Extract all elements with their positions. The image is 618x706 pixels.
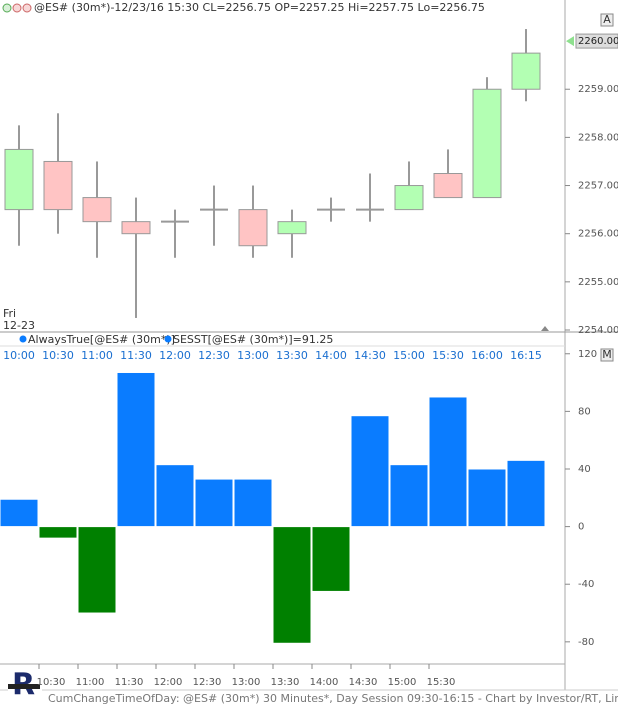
candle-body [43,160,73,211]
y-tick-label: 2255.00 [578,277,618,288]
y-tick-label: 40 [578,464,591,475]
category-label: 14:00 [315,349,347,362]
y-tick-label: 120 [578,349,597,360]
x-tick-label: 11:30 [115,677,144,688]
x-tick-label: 14:00 [310,677,339,688]
y-tick-label: 2256.00 [578,229,618,240]
category-label: 13:00 [237,349,269,362]
x-tick-label: 12:30 [193,677,222,688]
scale-button[interactable] [600,13,614,27]
icon [22,3,32,13]
x-tick-label: 13:00 [232,677,261,688]
y-tick-label: 2254.00 [578,325,618,336]
price-marker-arrow [566,36,574,47]
bar [506,459,546,528]
bar [155,464,195,528]
x-tick-label: 13:30 [271,677,300,688]
scale-button-label[interactable]: M [602,348,612,361]
x-tick-label: 14:30 [349,677,378,688]
chart-title: @ES# (30m*)-12/23/16 15:30 CL=2256.75 OP… [34,1,485,14]
category-label: 12:00 [159,349,191,362]
icon [2,3,12,13]
series-label: SESST[@ES# (30m*)]=91.25 [173,333,333,346]
y-tick-label: -40 [578,579,594,590]
category-label: 16:00 [471,349,503,362]
bar [116,371,156,528]
x-tick-label: 11:00 [76,677,105,688]
candle-body [472,88,502,199]
candle-body [82,197,112,223]
category-label: 15:00 [393,349,425,362]
price-marker-label: 2260.00 [578,36,618,47]
bar [77,526,117,614]
bar [428,396,468,528]
x-tick-label: 15:00 [388,677,417,688]
date-label: Fri [3,307,16,320]
x-tick-label: 10:30 [37,677,66,688]
bar [467,468,507,528]
series-label: AlwaysTrue[@ES# (30m*)] [28,333,175,346]
footer: CumChangeTimeOfDay: @ES# (30m*) 30 Minut… [48,692,618,705]
scale-button-label[interactable]: A [603,13,611,26]
legend-dot [164,335,172,343]
scale-button[interactable] [600,348,614,362]
date-label: 12-23 [3,319,35,332]
marker [541,326,549,331]
category-label: 14:30 [354,349,386,362]
candle-body [121,221,151,235]
category-label: 12:30 [198,349,230,362]
bar [272,526,312,644]
bar [311,526,351,592]
category-label: 16:15 [510,349,542,362]
x-tick-label: 15:30 [427,677,456,688]
candle-body [433,173,463,199]
y-tick-label: 2259.00 [578,84,618,95]
y-tick-label: 80 [578,406,591,417]
y-tick-label: 2258.00 [578,132,618,143]
candle-body [394,185,424,211]
candle-body [277,221,307,235]
bar [194,478,234,528]
bar [389,464,429,528]
price-marker-box [575,33,618,49]
category-label: 11:30 [120,349,152,362]
bar [350,415,390,528]
icon [12,3,22,13]
y-tick-label: 0 [578,522,584,533]
y-tick-label: 2257.00 [578,181,618,192]
candle-body [4,148,34,211]
category-label: 10:30 [42,349,74,362]
y-tick-label: -80 [578,637,594,648]
category-label: 15:30 [432,349,464,362]
legend-dot [19,335,27,343]
logo: R [8,666,42,703]
logo-band [8,684,40,689]
category-label: 11:00 [81,349,113,362]
candle-body [511,52,541,90]
x-tick-label: 12:00 [154,677,183,688]
category-label: 13:30 [276,349,308,362]
bar [38,526,78,539]
bar [0,498,39,528]
category-label: 10:00 [3,349,35,362]
bar [233,478,273,528]
candle-body [238,209,268,247]
